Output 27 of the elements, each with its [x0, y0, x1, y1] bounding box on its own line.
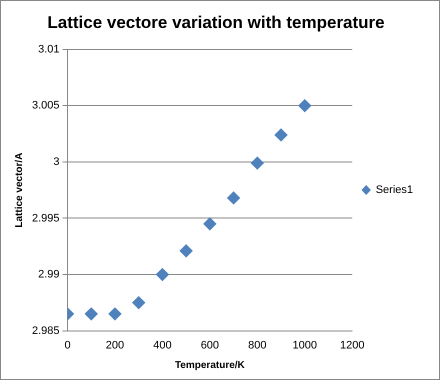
x-tick-label: 800: [248, 339, 266, 352]
point: [203, 217, 216, 230]
point: [156, 268, 169, 282]
y-tick-label: 3.005: [32, 100, 60, 112]
point: [298, 99, 312, 112]
point: [84, 307, 98, 320]
x-tick-label: 400: [153, 339, 172, 352]
point: [274, 128, 288, 142]
point: [250, 156, 264, 170]
point: [108, 307, 122, 320]
chart-title: Lattice vectore variation with temperature: [47, 12, 385, 32]
point: [180, 244, 193, 258]
point: [132, 296, 146, 310]
legend-label: Series1: [376, 184, 413, 196]
x-tick-label: 600: [200, 339, 220, 352]
x-tick-label: 200: [106, 339, 124, 352]
x-axis-title: Temperature/K: [174, 360, 246, 371]
y-tick-label: 2.995: [32, 212, 60, 224]
point: [227, 191, 240, 204]
y-tick-label: 2.99: [38, 268, 60, 281]
y-axis-title: Lattice vector/A: [14, 152, 25, 228]
x-tick-label: 0: [64, 339, 71, 352]
y-tick-label: 3: [53, 156, 60, 168]
x-tick-label: 1200: [340, 339, 364, 352]
y-tick-label: 2.985: [32, 324, 60, 337]
y-tick-label: 3.01: [38, 43, 60, 56]
x-tick-label: 1000: [292, 339, 317, 352]
